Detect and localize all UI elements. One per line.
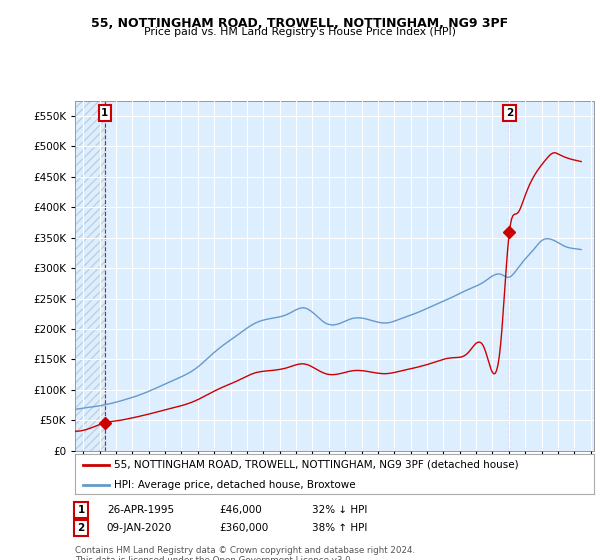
Text: £46,000: £46,000	[219, 505, 262, 515]
Text: 1: 1	[101, 108, 109, 118]
Text: 1: 1	[77, 505, 85, 515]
Text: 09-JAN-2020: 09-JAN-2020	[107, 523, 172, 533]
Text: HPI: Average price, detached house, Broxtowe: HPI: Average price, detached house, Brox…	[114, 480, 356, 490]
Text: Price paid vs. HM Land Registry's House Price Index (HPI): Price paid vs. HM Land Registry's House …	[144, 27, 456, 37]
Text: 32% ↓ HPI: 32% ↓ HPI	[312, 505, 367, 515]
Text: Contains HM Land Registry data © Crown copyright and database right 2024.
This d: Contains HM Land Registry data © Crown c…	[75, 546, 415, 560]
Text: 2: 2	[77, 523, 85, 533]
Text: 55, NOTTINGHAM ROAD, TROWELL, NOTTINGHAM, NG9 3PF (detached house): 55, NOTTINGHAM ROAD, TROWELL, NOTTINGHAM…	[114, 460, 518, 470]
Text: 38% ↑ HPI: 38% ↑ HPI	[312, 523, 367, 533]
Text: 55, NOTTINGHAM ROAD, TROWELL, NOTTINGHAM, NG9 3PF: 55, NOTTINGHAM ROAD, TROWELL, NOTTINGHAM…	[91, 17, 509, 30]
Text: 2: 2	[506, 108, 513, 118]
Text: £360,000: £360,000	[219, 523, 268, 533]
Text: 26-APR-1995: 26-APR-1995	[107, 505, 174, 515]
